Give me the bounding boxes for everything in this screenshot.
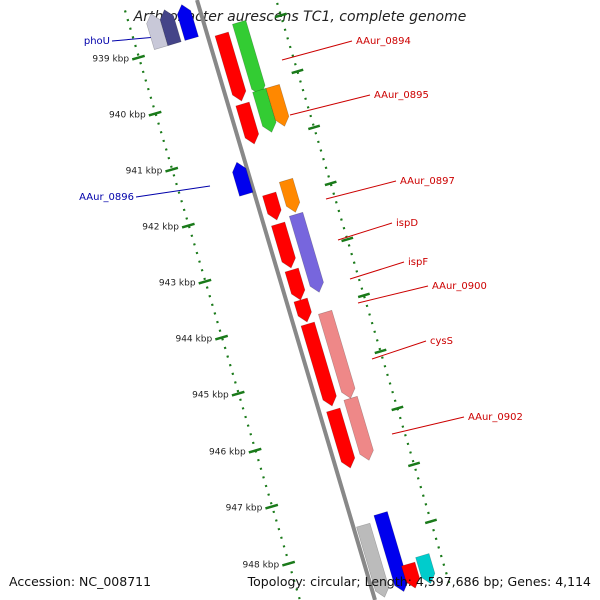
- gene-label-leader: [349, 261, 405, 280]
- gene-aaur_0896: [232, 161, 254, 197]
- gene-aaur_0902: [326, 407, 356, 469]
- gene-label-text: AAur_0896: [79, 192, 134, 203]
- scale-tick: [424, 518, 438, 525]
- gene-feature: [318, 309, 356, 399]
- gene-label-text: AAur_0894: [356, 36, 411, 47]
- scale-tick-label: 939 kbp: [92, 55, 129, 65]
- scale-tick-label: 947 kbp: [226, 504, 263, 514]
- scale-tick: [274, 12, 287, 19]
- gene-label-text: ispD: [396, 218, 418, 229]
- gene-feature: [415, 553, 436, 584]
- gene-phou: [176, 4, 199, 41]
- gene-label-text: AAur_0902: [468, 412, 523, 423]
- gene-feature: [343, 395, 374, 461]
- scale-tick: [391, 405, 404, 412]
- gene-aaur_0897: [262, 191, 282, 221]
- accession-text: Accession: NC_008711: [9, 574, 152, 589]
- scale-tick-label: 943 kbp: [159, 279, 196, 289]
- map-title: Arthrobacter aurescens TC1, complete gen…: [133, 9, 467, 25]
- gene-aaur_0900: [293, 297, 312, 323]
- gene-label-leader: [135, 185, 211, 198]
- scale-tick-label: 941 kbp: [126, 167, 163, 177]
- gene-aaur_0894: [214, 31, 247, 102]
- gene-label-text: ispF: [408, 257, 428, 268]
- gene-label-leader: [371, 340, 427, 360]
- gene-cyss: [300, 321, 337, 407]
- gene-feature: [288, 211, 324, 293]
- gene-feature: [146, 13, 169, 50]
- scale-tick: [148, 110, 162, 117]
- gene-label-leader: [289, 94, 371, 116]
- gene-label-leader: [337, 222, 393, 241]
- scale-tick: [307, 124, 321, 131]
- gene-label-leader: [281, 40, 353, 61]
- scale-tick: [198, 278, 212, 285]
- gene-feature: [278, 177, 301, 213]
- scale-tick: [214, 334, 229, 341]
- scale-tick: [357, 292, 371, 299]
- scale-tick-label: 940 kbp: [109, 111, 146, 121]
- gene-label-leader: [391, 416, 465, 435]
- gene-feature: [356, 522, 390, 598]
- genome-summary-text: Topology: circular; Length: 4,597,686 bp…: [247, 574, 591, 589]
- scale-tick-label: 948 kbp: [243, 561, 280, 571]
- scale-tick-label: 945 kbp: [192, 391, 229, 401]
- scale-tick: [324, 180, 337, 187]
- gene-label-leader: [357, 285, 429, 304]
- gene-feature: [252, 87, 277, 133]
- gene-ispd: [271, 221, 296, 269]
- scale-tick: [131, 54, 146, 61]
- gene-feature: [401, 561, 420, 589]
- gene-feature: [265, 84, 290, 127]
- gene-label-leader: [325, 180, 397, 200]
- scale-tick: [341, 236, 354, 243]
- backbone-line: [195, 0, 377, 600]
- gene-label-text: AAur_0900: [432, 281, 487, 292]
- scale-tick: [291, 68, 304, 75]
- gene-aaur_0895: [235, 101, 260, 145]
- gene-label-text: phoU: [84, 36, 110, 47]
- gene-feature: [159, 9, 182, 47]
- scale-tick-label: 942 kbp: [142, 223, 179, 233]
- gene-label-text: AAur_0897: [400, 176, 455, 187]
- scale-tick-label: 944 kbp: [175, 335, 212, 345]
- scale-tick: [374, 348, 387, 355]
- gene-label-text: cysS: [430, 336, 453, 347]
- scale-tick: [181, 222, 195, 229]
- gene-label-text: AAur_0895: [374, 90, 429, 101]
- scale-tick: [231, 390, 245, 397]
- gene-feature: [373, 511, 409, 592]
- scale-tick: [248, 447, 262, 454]
- scale-tick: [265, 503, 279, 510]
- scale-tick-label: 946 kbp: [209, 448, 246, 458]
- gene-ispf: [284, 267, 306, 301]
- scale-tick: [407, 461, 421, 468]
- scale-tick: [165, 166, 179, 173]
- scale-tick: [281, 560, 296, 567]
